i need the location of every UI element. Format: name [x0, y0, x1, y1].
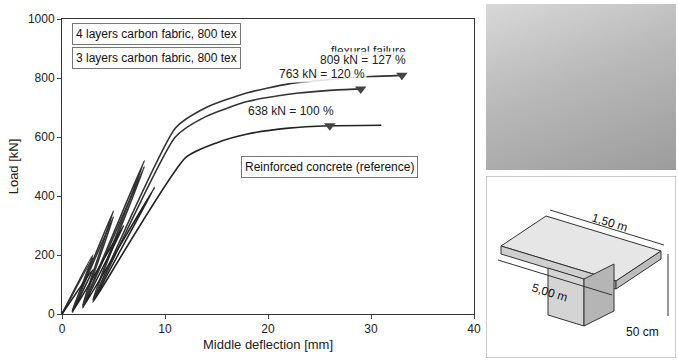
svg-text:809 kN = 127 %: 809 kN = 127 % — [320, 53, 406, 67]
svg-text:638 kN = 100 %: 638 kN = 100 % — [248, 104, 334, 118]
svg-text:4 layers carbon fabric, 800 te: 4 layers carbon fabric, 800 tex — [76, 27, 237, 41]
svg-text:5,00 m: 5,00 m — [530, 280, 569, 304]
svg-text:800: 800 — [35, 71, 55, 85]
svg-text:600: 600 — [35, 130, 55, 144]
svg-text:400: 400 — [35, 189, 55, 203]
svg-text:30: 30 — [364, 322, 378, 336]
svg-text:200: 200 — [35, 248, 55, 262]
svg-text:40: 40 — [467, 322, 481, 336]
svg-text:50 cm: 50 cm — [626, 325, 659, 339]
svg-text:10: 10 — [158, 322, 172, 336]
svg-text:3 layers carbon fabric, 800 te: 3 layers carbon fabric, 800 tex — [76, 51, 237, 65]
svg-text:0: 0 — [59, 322, 66, 336]
svg-text:Middle deflection [mm]: Middle deflection [mm] — [203, 337, 333, 352]
svg-text:Load [kN]: Load [kN] — [6, 139, 21, 195]
svg-text:flexural failure: flexural failure — [331, 44, 406, 58]
svg-text:763 kN = 120 %: 763 kN = 120 % — [279, 67, 365, 81]
svg-text:1,50 m: 1,50 m — [590, 210, 629, 234]
svg-text:1000: 1000 — [28, 12, 55, 26]
svg-text:20: 20 — [261, 322, 275, 336]
svg-text:0: 0 — [48, 307, 55, 321]
svg-text:Reinforced concrete (reference: Reinforced concrete (reference) — [245, 160, 414, 174]
